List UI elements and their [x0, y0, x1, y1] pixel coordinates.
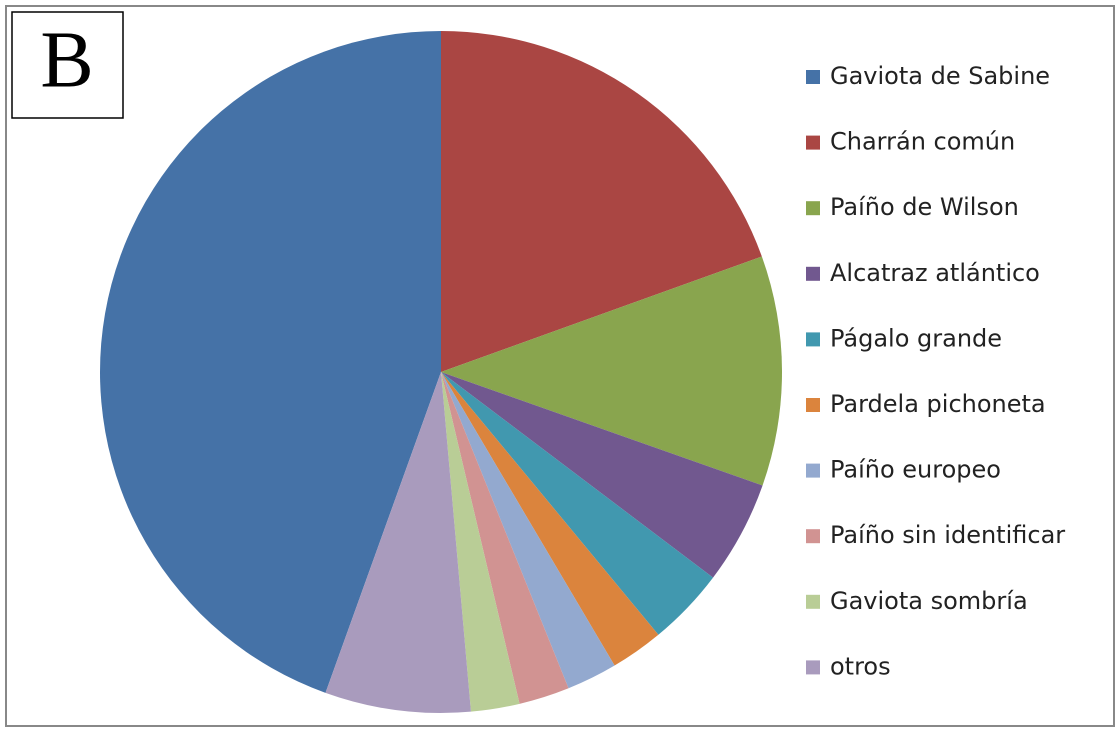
legend-swatch — [806, 529, 820, 544]
legend-swatch — [806, 660, 820, 675]
legend-swatch — [806, 332, 820, 347]
panel-box — [11, 11, 124, 119]
pie-slice — [441, 372, 615, 689]
legend-label: Paíño de Wilson — [830, 193, 1019, 221]
legend-swatch — [806, 135, 820, 150]
pie-slice — [441, 372, 763, 578]
legend-label: Págalo grande — [830, 324, 1002, 352]
legend-swatch — [806, 463, 820, 478]
legend-label: Gaviota sombría — [830, 587, 1028, 615]
pie-slice — [325, 372, 471, 713]
pie-slice — [100, 31, 441, 693]
legend-label: Pardela pichoneta — [830, 390, 1046, 418]
pie — [100, 31, 782, 713]
pie-slice — [441, 256, 782, 486]
pie-slice — [441, 372, 569, 704]
pie-slice — [441, 31, 762, 372]
legend-swatch — [806, 70, 820, 84]
pie-slice — [441, 372, 659, 666]
panel-label: B — [40, 16, 93, 104]
pie-slice — [441, 372, 520, 712]
legend-label: Paíño europeo — [830, 456, 1001, 484]
legend-label: otros — [830, 652, 891, 680]
legend-label: Paíño sin identificar — [830, 521, 1065, 549]
legend-label: Charrán común — [830, 128, 1015, 156]
legend-swatch — [806, 594, 820, 609]
pie-slice — [441, 372, 714, 635]
legend-swatch — [806, 201, 820, 216]
legend-label: Alcatraz atlántico — [830, 259, 1040, 287]
legend-label: Gaviota de Sabine — [830, 62, 1050, 90]
legend-swatch — [806, 398, 820, 412]
legend-swatch — [806, 266, 820, 281]
